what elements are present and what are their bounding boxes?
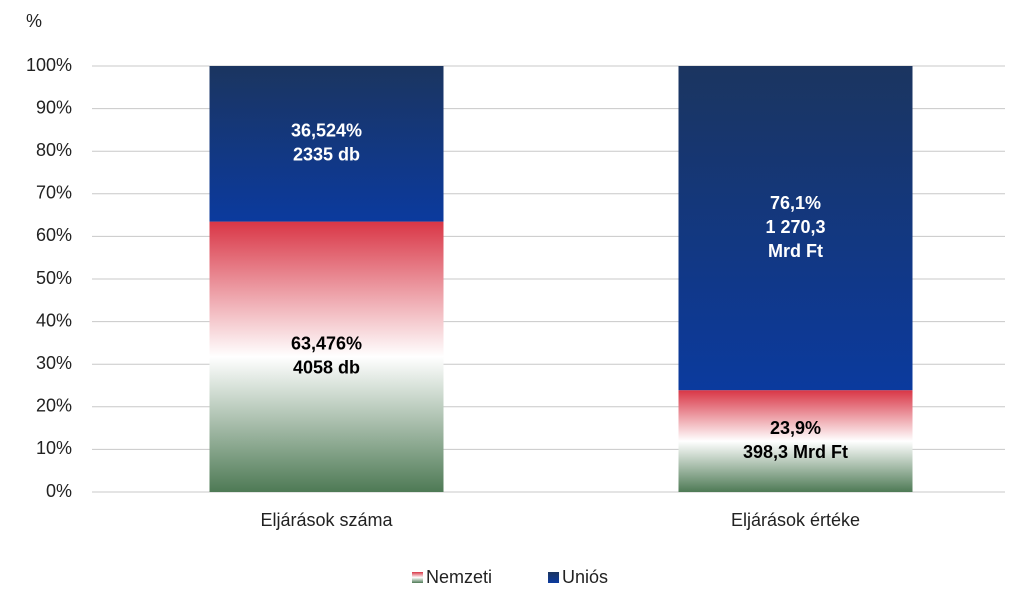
- data-label: 2335 db: [293, 145, 360, 165]
- y-tick-label: 50%: [36, 268, 72, 288]
- bar-segment: [209, 66, 444, 222]
- data-label: 4058 db: [293, 358, 360, 378]
- x-tick-label: Eljárások száma: [260, 510, 393, 530]
- data-label: 1 270,3: [765, 217, 825, 237]
- data-label: 36,524%: [291, 121, 362, 141]
- data-label: 398,3 Mrd Ft: [743, 442, 848, 462]
- y-tick-label: 0%: [46, 481, 72, 501]
- y-tick-label: 100%: [26, 55, 72, 75]
- legend-label: Nemzeti: [426, 567, 492, 587]
- legend-swatch: [548, 572, 560, 583]
- bar-segment: [678, 66, 913, 391]
- data-label: Mrd Ft: [768, 241, 823, 261]
- legend-label: Uniós: [562, 567, 608, 587]
- y-axis-label: %: [26, 11, 42, 31]
- x-tick-label: Eljárások értéke: [731, 510, 860, 530]
- y-tick-label: 80%: [36, 140, 72, 160]
- y-tick-label: 90%: [36, 97, 72, 117]
- bar-segment: [678, 390, 913, 492]
- y-tick-label: 70%: [36, 183, 72, 203]
- y-tick-label: 20%: [36, 396, 72, 416]
- y-tick-label: 40%: [36, 310, 72, 330]
- y-tick-label: 10%: [36, 438, 72, 458]
- data-label: 76,1%: [770, 193, 821, 213]
- data-label: 23,9%: [770, 418, 821, 438]
- y-tick-label: 30%: [36, 353, 72, 373]
- bar-segment: [209, 221, 444, 493]
- legend-swatch: [412, 572, 423, 583]
- y-tick-label: 60%: [36, 225, 72, 245]
- data-label: 63,476%: [291, 334, 362, 354]
